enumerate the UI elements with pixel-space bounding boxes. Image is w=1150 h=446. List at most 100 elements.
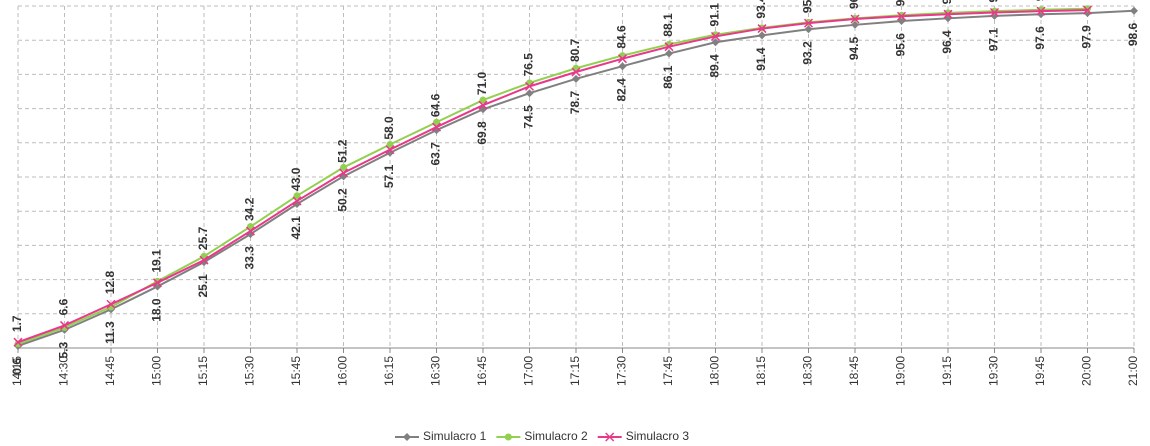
- data-point: [804, 25, 813, 34]
- x-tick-label: 14:30: [57, 356, 71, 386]
- data-point: [293, 192, 301, 200]
- data-label: 84.6: [615, 25, 629, 49]
- data-label: 71.0: [475, 71, 489, 95]
- data-point: [1082, 5, 1093, 15]
- data-label: 74.5: [522, 105, 536, 129]
- x-tick-label: 19:00: [894, 356, 908, 386]
- legend-label: Simulacro 3: [626, 429, 690, 443]
- x-tick-label: 17:45: [661, 356, 675, 386]
- data-label: 12.8: [103, 271, 117, 295]
- data-label: 93.2: [801, 41, 815, 65]
- data-label: 57.1: [382, 164, 396, 188]
- data-point: [851, 20, 859, 29]
- data-point: [106, 299, 116, 309]
- data-point: [710, 31, 721, 41]
- data-point: [989, 7, 1000, 18]
- x-tick-label: 18:00: [708, 356, 722, 386]
- data-label: 1.7: [10, 315, 24, 332]
- x-tick-label: 19:45: [1033, 356, 1047, 386]
- data-label: 76.5: [522, 53, 536, 77]
- x-tick-label: 15:30: [243, 356, 257, 386]
- series-line: [17, 9, 1088, 344]
- data-point: [1084, 5, 1091, 13]
- data-label: 80.7: [568, 38, 582, 62]
- data-point: [572, 74, 580, 83]
- data-label: 11.3: [103, 321, 117, 344]
- data-point: [340, 163, 347, 171]
- data-label: 6.6: [57, 298, 71, 315]
- x-tick-label: 18:45: [847, 356, 861, 386]
- data-label: 0.6: [10, 358, 24, 375]
- data-label: 97.6: [1033, 26, 1047, 50]
- x-tick-label: 15:45: [289, 356, 303, 386]
- x-tick-label: 20:00: [1080, 356, 1094, 386]
- data-label: 89.4: [708, 54, 722, 78]
- data-label: 34.2: [243, 197, 257, 221]
- data-label: 58.0: [382, 116, 396, 140]
- data-label: 18.0: [150, 298, 164, 322]
- data-point: [758, 31, 766, 40]
- data-point: [1130, 6, 1138, 15]
- data-point: [757, 24, 767, 34]
- data-label: 88.1: [661, 13, 675, 37]
- data-label: 42.1: [289, 216, 303, 240]
- data-label: 43.0: [289, 167, 303, 191]
- data-label: 91.4: [754, 47, 768, 71]
- data-point: [803, 18, 814, 28]
- x-tick-label: 19:15: [940, 356, 954, 386]
- data-label: 97.0: [894, 0, 908, 6]
- data-point: [504, 433, 512, 441]
- data-label: 25.1: [196, 274, 210, 298]
- x-tick-label: 16:45: [475, 356, 489, 386]
- x-tick-label: 16:30: [429, 356, 443, 386]
- x-tick-label: 16:00: [336, 356, 350, 386]
- data-label: 19.1: [150, 249, 164, 273]
- data-point: [403, 433, 411, 441]
- data-label: 98.5: [1033, 0, 1047, 1]
- data-label: 33.3: [243, 246, 257, 270]
- data-point: [199, 255, 209, 265]
- data-point: [711, 38, 720, 47]
- data-label: 95.0: [801, 0, 815, 13]
- legend-label: Simulacro 1: [423, 429, 487, 443]
- data-point: [524, 81, 535, 91]
- data-point: [292, 196, 302, 206]
- data-point: [525, 89, 534, 98]
- data-point: [432, 126, 441, 135]
- data-point: [152, 278, 163, 288]
- data-label: 96.2: [847, 0, 861, 9]
- x-tick-label: 14:15: [10, 356, 24, 386]
- data-label: 25.7: [196, 226, 210, 250]
- x-tick-label: 16:15: [382, 356, 396, 386]
- data-label: 97.1: [987, 28, 1001, 52]
- data-point: [850, 14, 860, 24]
- data-point: [478, 100, 488, 110]
- data-point: [431, 122, 442, 132]
- data-label: 98.6: [1126, 22, 1140, 46]
- data-label: 96.4: [940, 30, 954, 54]
- data-label: 51.2: [336, 139, 350, 163]
- legend: Simulacro 1 Simulacro 2 Simulacro 3: [395, 429, 689, 443]
- data-label: 63.7: [429, 142, 443, 166]
- data-label: 97.9: [1080, 25, 1094, 49]
- data-point: [479, 96, 487, 104]
- data-point: [605, 432, 615, 442]
- x-tick-label: 17:15: [568, 356, 582, 386]
- x-tick-label: 17:00: [522, 356, 536, 386]
- x-tick-label: 14:45: [103, 356, 117, 386]
- data-point: [1036, 6, 1046, 16]
- data-point: [571, 67, 581, 77]
- data-label: 93.4: [754, 0, 768, 19]
- data-label: 69.8: [475, 121, 489, 145]
- data-label: 95.6: [894, 33, 908, 57]
- data-point: [665, 49, 673, 58]
- x-tick-label: 21:00: [1126, 356, 1140, 386]
- data-point: [338, 168, 349, 178]
- x-tick-label: 17:30: [615, 356, 629, 386]
- data-point: [59, 320, 70, 330]
- data-point: [664, 42, 674, 52]
- data-point: [943, 9, 953, 19]
- data-label: 94.5: [847, 36, 861, 60]
- data-label: 5.3: [57, 342, 71, 359]
